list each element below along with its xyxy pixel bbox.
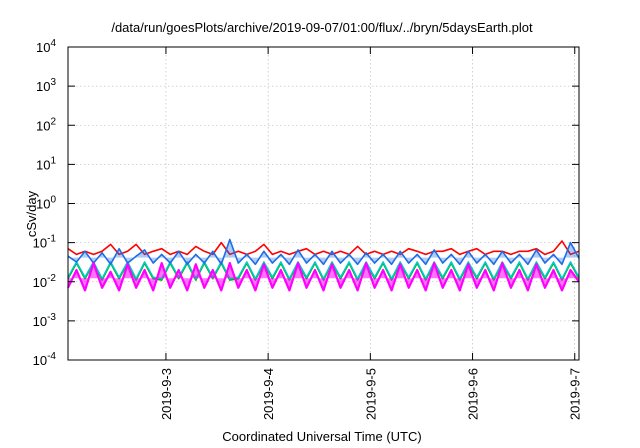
x-tick-label: 2019-9-6 — [466, 368, 481, 420]
series-group — [67, 238, 580, 292]
y-tick-label: 102 — [36, 116, 56, 133]
y-tick-label: 10-2 — [33, 273, 57, 290]
x-tick-label: 2019-9-7 — [568, 368, 583, 420]
y-tick-label: 100 — [36, 195, 56, 212]
x-tick-label: 2019-9-3 — [159, 368, 174, 420]
series-0-line — [67, 240, 580, 256]
x-ticks: 2019-9-3 2019-9-4 2019-9-5 2019-9-6 2019-9-7 — [159, 47, 583, 420]
y-tick-label: 101 — [36, 155, 56, 172]
plot-frame — [67, 46, 580, 361]
y-axis-label: cSv/day — [24, 190, 39, 237]
series-3-band — [68, 239, 579, 265]
series-4-band — [68, 263, 579, 291]
y-tick-label: 103 — [36, 77, 56, 94]
y-tick-label: 10-4 — [33, 351, 57, 368]
y-tick-label: 10-3 — [33, 312, 57, 329]
y-tick-label: 10-1 — [33, 234, 57, 251]
x-tick-label: 2019-9-4 — [261, 368, 276, 420]
y-ticks: 10-4 10-3 10-2 10-1 100 101 102 103 104 — [33, 38, 579, 368]
series-3-line — [67, 238, 580, 266]
x-axis-label: Coordinated Universal Time (UTC) — [222, 429, 421, 444]
y-tick-label: 104 — [36, 38, 56, 55]
chart-title: /data/run/goesPlots/archive/2019-09-07/0… — [111, 20, 533, 35]
x-tick-label: 2019-9-5 — [363, 368, 378, 420]
grid — [68, 47, 579, 360]
